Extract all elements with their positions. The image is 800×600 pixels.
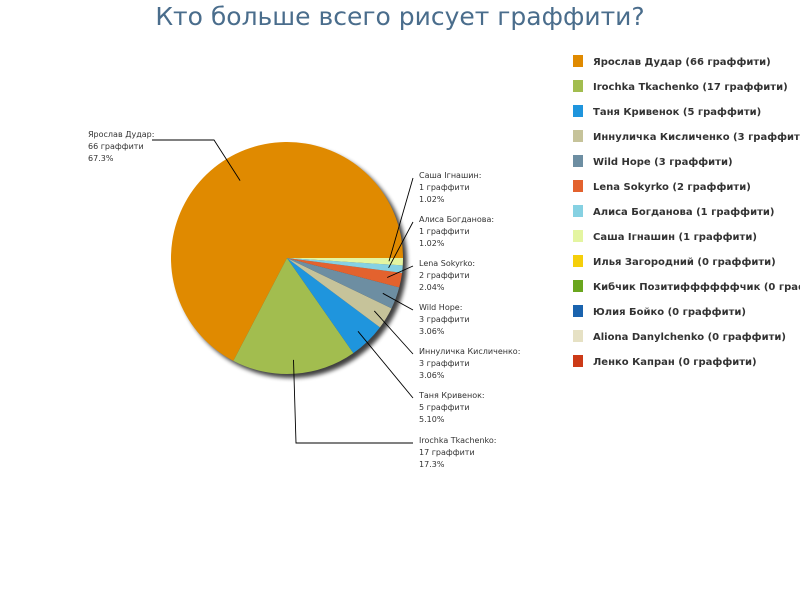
- callout-value-irochka-tkachenko: 17 граффити: [419, 448, 475, 457]
- pie-slice-иннуличка-кисличенко[interactable]: [287, 258, 392, 328]
- legend-swatch-алиса-богданова: [573, 205, 583, 217]
- legend-label-ярослав-дудар[interactable]: Ярослав Дудар (66 граффити): [593, 56, 771, 68]
- callout-percent-lena-sokyrko: 2.04%: [419, 283, 445, 292]
- callout-name-саша-ігнашин: Саша Ігнашин:: [419, 171, 481, 180]
- chart-title: Кто больше всего рисует граффити?: [155, 2, 645, 31]
- legend-label-aliona-danylchenko[interactable]: Aliona Danylchenko (0 граффити): [593, 331, 786, 343]
- pie-slice-lena-sokyrko[interactable]: [287, 258, 403, 288]
- legend-label-алиса-богданова[interactable]: Алиса Богданова (1 граффити): [593, 206, 774, 218]
- callout-value-wild-hope: 3 граффити: [419, 315, 470, 324]
- legend-swatch-иннуличка-кисличенко: [573, 130, 583, 142]
- pie-callouts: Ярослав Дудар: 66 граффити 67.3% Irochka Tk…: [88, 130, 520, 469]
- legend-swatch-lena-sokyrko: [573, 180, 583, 192]
- legend-swatch-wild-hope: [573, 155, 583, 167]
- callout-name-таня-кривенок: Таня Кривенок:: [418, 391, 485, 400]
- pie-slice-wild-hope[interactable]: [287, 258, 400, 309]
- pie-slice-саша-ігнашин[interactable]: [287, 258, 403, 266]
- legend-label-lena-sokyrko[interactable]: Lena Sokyrko (2 граффити): [593, 181, 751, 193]
- pie-slice-алиса-богданова[interactable]: [287, 258, 403, 273]
- callout-line-алиса-богданова: [388, 221, 414, 269]
- legend-swatch-таня-кривенок: [573, 105, 583, 117]
- callout-line-wild-hope: [382, 292, 414, 311]
- callout-line-таня-кривенок: [357, 331, 414, 399]
- callout-percent-иннуличка-кисличенко: 3.06%: [419, 371, 445, 380]
- callout-percent-irochka-tkachenko: 17.3%: [419, 460, 445, 469]
- legend-label-иннуличка-кисличенко[interactable]: Иннуличка Кисличенко (3 граффити): [593, 131, 800, 143]
- legend-swatch-саша-ігнашин: [573, 230, 583, 242]
- legend-label-илья-загородний[interactable]: Илья Загородний (0 граффити): [593, 256, 776, 268]
- chart-legend: Ярослав Дудар (66 граффити) Irochka Tkach…: [573, 55, 800, 368]
- legend-label-wild-hope[interactable]: Wild Hope (3 граффити): [593, 156, 733, 168]
- callout-value-саша-ігнашин: 1 граффити: [419, 183, 470, 192]
- callout-percent-саша-ігнашин: 1.02%: [419, 195, 445, 204]
- callout-value-lena-sokyrko: 2 граффити: [419, 271, 470, 280]
- callout-value-ярослав-дудар: 66 граффити: [88, 142, 144, 151]
- pie-slice-irochka-tkachenko[interactable]: [233, 258, 354, 375]
- callout-name-lena-sokyrko: Lena Sokyrko:: [419, 259, 475, 268]
- callout-name-алиса-богданова: Алиса Богданова:: [419, 215, 494, 224]
- legend-label-саша-ігнашин[interactable]: Саша Ігнашин (1 граффити): [593, 231, 757, 243]
- callout-value-алиса-богданова: 1 граффити: [419, 227, 470, 236]
- callout-line-саша-ігнашин: [388, 177, 414, 262]
- callout-name-ярослав-дудар: Ярослав Дудар:: [88, 130, 154, 139]
- legend-swatch-ярослав-дудар: [573, 55, 583, 67]
- legend-swatch-кибчик-позитиффффффчик: [573, 280, 583, 292]
- legend-swatch-илья-загородний: [573, 255, 583, 267]
- callout-percent-wild-hope: 3.06%: [419, 327, 445, 336]
- callout-name-wild-hope: Wild Hope:: [419, 303, 462, 312]
- callout-name-иннуличка-кисличенко: Иннуличка Кисличенко:: [419, 347, 520, 356]
- callout-line-lena-sokyrko: [387, 265, 414, 278]
- callout-line-иннуличка-кисличенко: [373, 310, 414, 355]
- callout-line-irochka-tkachenko: [293, 359, 413, 444]
- legend-swatch-ленко-капран: [573, 355, 583, 367]
- legend-label-ленко-капран[interactable]: Ленко Капран (0 граффити): [593, 356, 757, 368]
- callout-percent-таня-кривенок: 5.10%: [419, 415, 445, 424]
- callout-percent-алиса-богданова: 1.02%: [419, 239, 445, 248]
- legend-label-irochka-tkachenko[interactable]: Irochka Tkachenko (17 граффити): [593, 81, 788, 93]
- pie-slices: [171, 142, 403, 375]
- legend-label-юлия-бойко[interactable]: Юлия Бойко (0 граффити): [593, 306, 746, 318]
- legend-label-кибчик-позитиффффффчик[interactable]: Кибчик Позитиффффффчик (0 граффи: [593, 281, 800, 293]
- callout-line-ярослав-дудар: [152, 139, 241, 181]
- legend-swatch-irochka-tkachenko: [573, 80, 583, 92]
- legend-swatch-юлия-бойко: [573, 305, 583, 317]
- pie-slice-таня-кривенок[interactable]: [287, 258, 380, 354]
- legend-label-таня-кривенок[interactable]: Таня Кривенок (5 граффити): [593, 106, 761, 118]
- pie-slice-ярослав-дудар[interactable]: [171, 142, 403, 361]
- callout-value-иннуличка-кисличенко: 3 граффити: [419, 359, 470, 368]
- callout-name-irochka-tkachenko: Irochka Tkachenko:: [419, 436, 496, 445]
- callout-value-таня-кривенок: 5 граффити: [419, 403, 470, 412]
- callout-percent-ярослав-дудар: 67.3%: [88, 154, 114, 163]
- legend-swatch-aliona-danylchenko: [573, 330, 583, 342]
